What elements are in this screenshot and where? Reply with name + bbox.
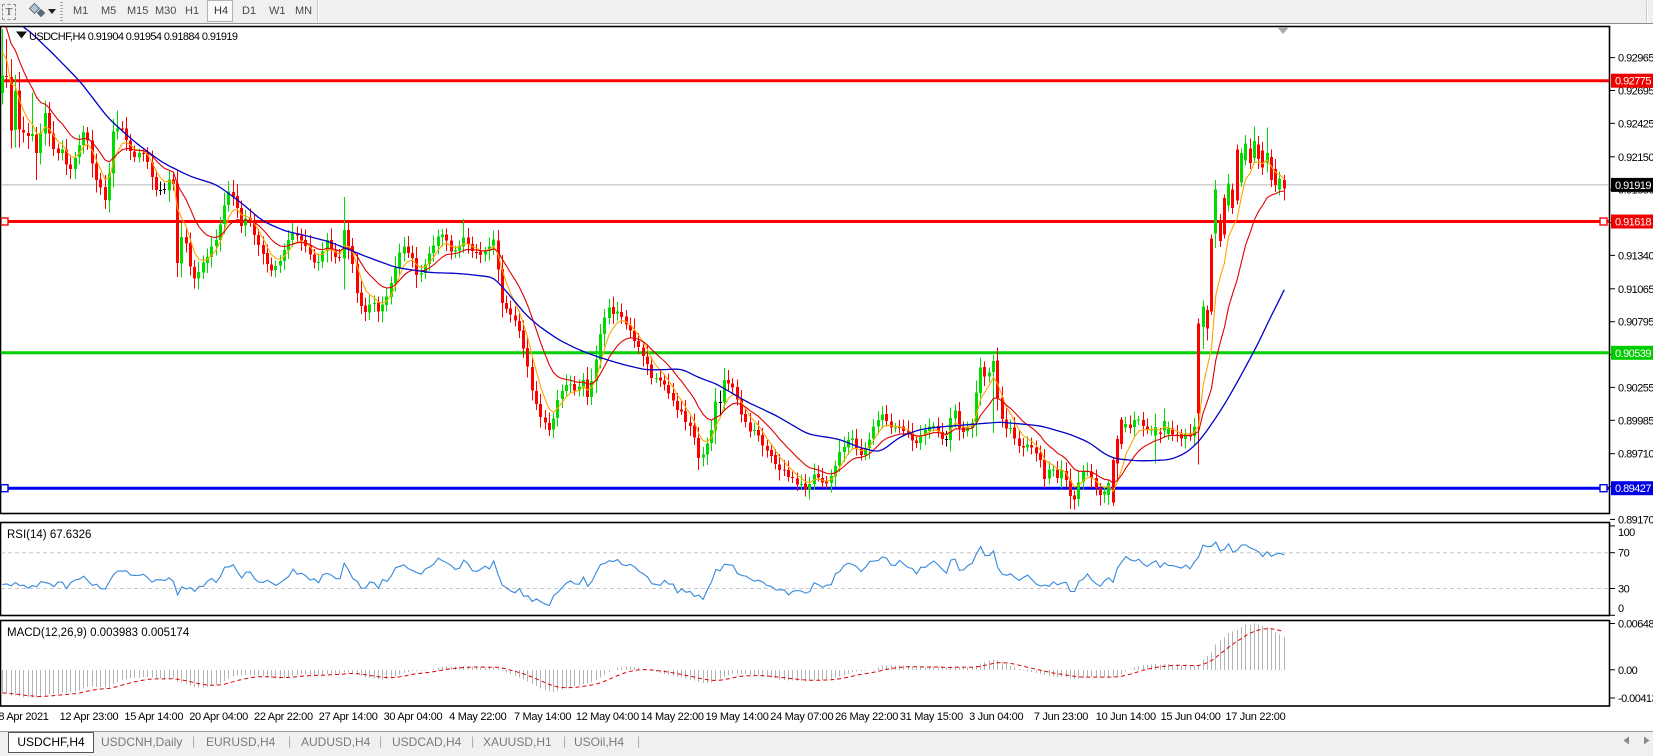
svg-text:RSI(14) 67.6326: RSI(14) 67.6326 — [7, 529, 91, 541]
svg-text:0.89710: 0.89710 — [1618, 449, 1653, 461]
svg-text:30: 30 — [1618, 584, 1630, 596]
svg-text:0.00648: 0.00648 — [1618, 619, 1653, 631]
svg-text:3 Jun 04:00: 3 Jun 04:00 — [969, 711, 1023, 723]
svg-text:30 Apr 04:00: 30 Apr 04:00 — [384, 711, 443, 723]
svg-text:70: 70 — [1618, 548, 1630, 560]
svg-text:0.89427: 0.89427 — [1615, 483, 1651, 495]
svg-text:0.91340: 0.91340 — [1618, 250, 1653, 262]
svg-text:15 Jun 04:00: 15 Jun 04:00 — [1161, 711, 1221, 723]
svg-text:0.92695: 0.92695 — [1618, 86, 1653, 98]
svg-text:27 Apr 14:00: 27 Apr 14:00 — [319, 711, 378, 723]
svg-text:7 Jun 23:00: 7 Jun 23:00 — [1034, 711, 1088, 723]
svg-text:31 May 15:00: 31 May 15:00 — [900, 711, 963, 723]
svg-text:0.92965: 0.92965 — [1618, 53, 1653, 65]
svg-text:0: 0 — [1618, 603, 1624, 615]
svg-text:0.89985: 0.89985 — [1618, 415, 1653, 427]
svg-text:12 Apr 23:00: 12 Apr 23:00 — [60, 711, 119, 723]
svg-text:19 May 14:00: 19 May 14:00 — [705, 711, 768, 723]
svg-text:0.91919: 0.91919 — [1615, 180, 1651, 192]
svg-text:15 Apr 14:00: 15 Apr 14:00 — [124, 711, 183, 723]
svg-text:0.92425: 0.92425 — [1618, 118, 1653, 130]
svg-text:0.92775: 0.92775 — [1615, 76, 1651, 88]
svg-text:0.91065: 0.91065 — [1618, 284, 1653, 296]
svg-text:-0.00413: -0.00413 — [1618, 693, 1653, 705]
svg-text:12 May 04:00: 12 May 04:00 — [576, 711, 639, 723]
svg-text:17 Jun 22:00: 17 Jun 22:00 — [1225, 711, 1285, 723]
svg-text:0.90255: 0.90255 — [1618, 382, 1653, 394]
svg-text:20 Apr 04:00: 20 Apr 04:00 — [189, 711, 248, 723]
svg-text:0.91618: 0.91618 — [1615, 217, 1651, 229]
svg-text:14 May 22:00: 14 May 22:00 — [641, 711, 704, 723]
svg-text:24 May 07:00: 24 May 07:00 — [770, 711, 833, 723]
svg-text:0.90795: 0.90795 — [1618, 317, 1653, 329]
svg-text:22 Apr 22:00: 22 Apr 22:00 — [254, 711, 313, 723]
svg-text:7 May 14:00: 7 May 14:00 — [514, 711, 571, 723]
svg-text:26 May 22:00: 26 May 22:00 — [835, 711, 898, 723]
svg-text:0.90539: 0.90539 — [1615, 348, 1651, 360]
svg-text:0.92150: 0.92150 — [1618, 152, 1653, 164]
svg-text:100: 100 — [1618, 527, 1635, 539]
svg-text:MACD(12,26,9) 0.003983 0.00517: MACD(12,26,9) 0.003983 0.005174 — [7, 627, 190, 639]
svg-text:USDCHF,H4 0.91904 0.91954 0.9: USDCHF,H4 0.91904 0.91954 0.91884 0.9191… — [29, 31, 238, 43]
svg-text:0.89170: 0.89170 — [1618, 514, 1653, 526]
svg-text:0.00: 0.00 — [1618, 665, 1638, 677]
svg-text:8 Apr 2021: 8 Apr 2021 — [0, 711, 49, 723]
svg-text:4 May 22:00: 4 May 22:00 — [449, 711, 506, 723]
svg-text:10 Jun 14:00: 10 Jun 14:00 — [1096, 711, 1156, 723]
